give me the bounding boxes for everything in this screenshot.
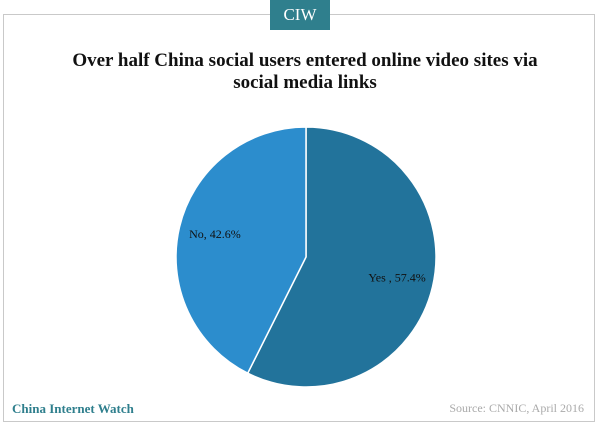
pie-slice: [175, 126, 307, 375]
source: Source: CNNIC, April 2016: [449, 401, 584, 415]
badge: CIW: [270, 0, 330, 30]
chart-title: Over half China social users entered onl…: [72, 50, 538, 93]
data-label: Yes , 57.4%: [368, 270, 425, 284]
data-label: No, 42.6%: [189, 227, 241, 241]
pie-slice: [246, 126, 437, 388]
brand: China Internet Watch: [12, 401, 134, 416]
